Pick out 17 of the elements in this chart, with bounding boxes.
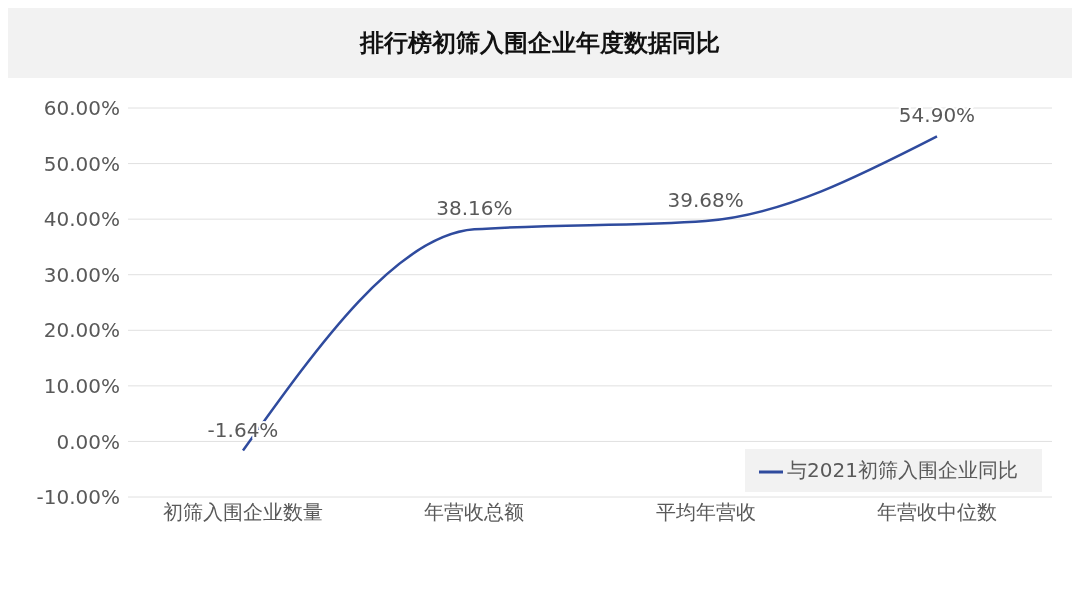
y-tick-label: 50.00% xyxy=(43,151,120,176)
y-tick-label: 20.00% xyxy=(43,318,120,343)
data-label: 39.68% xyxy=(667,187,744,212)
x-tick-label: 年营收中位数 xyxy=(877,500,997,525)
x-tick-label: 初筛入围企业数量 xyxy=(163,500,323,525)
y-tick-label: 10.00% xyxy=(43,373,120,398)
data-label: 38.16% xyxy=(436,196,513,221)
data-label: 54.90% xyxy=(898,103,976,128)
chart-title: 排行榜初筛入围企业年度数据同比 xyxy=(8,8,1072,78)
x-tick-label: 年营收总额 xyxy=(424,500,525,525)
legend-label: 与2021初筛入围企业同比 xyxy=(787,458,1018,482)
y-tick-label: 0.00% xyxy=(56,429,120,454)
y-tick-label: 40.00% xyxy=(43,207,120,232)
y-tick-label: 30.00% xyxy=(43,262,120,287)
x-tick-label: 平均年营收 xyxy=(655,500,756,525)
y-tick-label: 60.00% xyxy=(43,96,120,121)
y-tick-label: -10.00% xyxy=(36,485,120,510)
